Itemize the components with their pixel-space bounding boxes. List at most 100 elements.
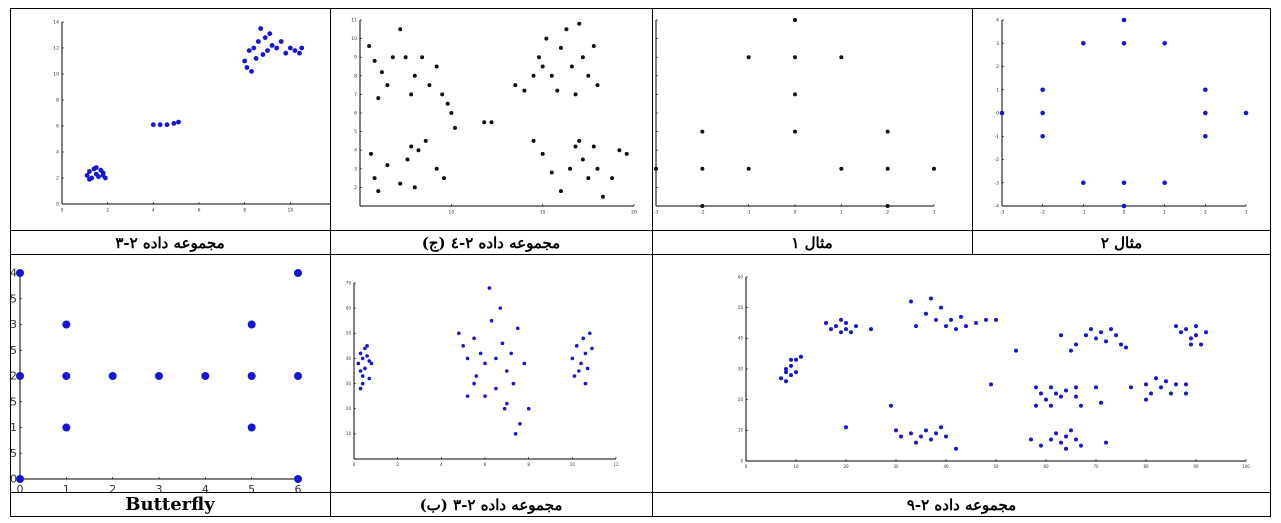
y-tick-label: 10 — [738, 428, 744, 433]
data-point — [457, 331, 461, 336]
data-point — [573, 92, 578, 97]
data-point — [1243, 110, 1249, 116]
data-point — [984, 317, 988, 322]
data-point — [1034, 385, 1038, 390]
data-point — [420, 55, 425, 60]
data-point — [360, 356, 365, 361]
data-point — [155, 372, 163, 380]
data-point — [924, 311, 928, 316]
data-point — [502, 406, 507, 411]
data-point — [595, 166, 600, 171]
data-point — [500, 341, 505, 346]
data-point — [746, 166, 751, 171]
data-point — [368, 151, 373, 156]
x-tick-label: 3 — [933, 210, 936, 216]
data-point — [1184, 327, 1188, 332]
data-point — [440, 92, 445, 97]
x-tick-label: 60 — [1043, 464, 1049, 469]
data-point — [483, 361, 487, 366]
data-point — [944, 434, 948, 439]
data-point — [100, 170, 106, 176]
x-tick-label: 3 — [1245, 210, 1248, 216]
data-point — [1144, 397, 1148, 402]
data-point — [390, 55, 395, 60]
data-point — [794, 370, 798, 375]
data-point — [1121, 40, 1127, 46]
data-point — [537, 55, 542, 60]
data-point — [1059, 333, 1063, 338]
data-point — [269, 43, 275, 48]
data-point — [1159, 385, 1163, 390]
data-point — [583, 351, 588, 356]
x-tick-label: -3 — [654, 210, 659, 216]
x-tick-label: 2 — [886, 210, 889, 216]
data-point — [1074, 385, 1078, 390]
data-point — [568, 166, 573, 171]
data-point — [274, 45, 280, 51]
data-point — [518, 422, 522, 426]
data-point — [586, 176, 591, 181]
cell-ex2: -3 -2 -1 0 1 2 3 -4 -3 -2 -1 0 1 2 3 4 — [972, 8, 1271, 230]
data-point — [157, 122, 163, 128]
data-point — [549, 170, 554, 175]
data-point — [487, 286, 492, 290]
data-point — [1069, 428, 1073, 433]
y-tick-label: -1 — [995, 134, 1000, 140]
data-point — [924, 428, 928, 433]
x-tick-label: 30 — [893, 464, 899, 469]
data-point — [363, 346, 367, 351]
y-tick-label: 2 — [996, 64, 999, 70]
data-point — [1089, 327, 1093, 332]
data-point — [1039, 443, 1043, 448]
data-point — [1104, 339, 1108, 344]
data-point — [583, 381, 588, 386]
data-point — [442, 176, 447, 181]
data-point — [461, 344, 465, 348]
data-point — [16, 475, 24, 483]
scatter-ds23b: 0 2 4 6 8 10 12 10 20 30 40 50 60 70 — [346, 280, 619, 467]
data-point — [297, 50, 302, 56]
data-point — [580, 55, 585, 60]
data-point — [299, 45, 305, 51]
data-point — [574, 344, 579, 348]
cell-ds24c: 10 15 20 2 3 4 5 6 7 8 9 10 11 — [330, 8, 652, 230]
data-point — [1162, 180, 1167, 186]
data-point — [869, 327, 873, 332]
scatter-ds23: 02468101202468101214 — [53, 20, 330, 214]
data-point — [278, 39, 284, 44]
x-tick-label: 0 — [745, 464, 748, 469]
data-point — [824, 321, 828, 325]
data-point — [372, 176, 377, 181]
data-point — [164, 122, 170, 128]
scatter-butterfly: 0 1 2 3 4 5 6 0 0.5 1 1.5 2 2.5 3 3.5 4 — [10, 267, 302, 492]
y-tick-label: 3.5 — [10, 292, 17, 305]
data-point — [1040, 133, 1045, 139]
y-tick-label: -3 — [995, 180, 1000, 186]
data-point — [1099, 330, 1103, 335]
data-point — [87, 169, 92, 174]
data-point — [1029, 437, 1033, 442]
data-point — [580, 157, 585, 162]
data-point — [62, 320, 71, 329]
data-point — [844, 425, 848, 430]
y-tick-label: 30 — [346, 381, 352, 386]
data-point — [16, 269, 24, 277]
data-point — [385, 83, 390, 88]
x-tick-label: 4 — [202, 483, 209, 492]
data-point — [358, 369, 363, 373]
data-point — [365, 354, 369, 358]
data-point — [434, 166, 439, 171]
data-point — [1079, 403, 1083, 408]
data-point — [363, 366, 367, 371]
data-point — [409, 144, 414, 149]
x-tick-label: 5 — [248, 483, 255, 492]
y-tick-label: 20 — [738, 397, 744, 402]
caption-ds23: مجموعه داده ۲-۳ — [10, 230, 330, 254]
data-point — [914, 324, 918, 329]
x-tick-label: 0 — [353, 462, 356, 467]
data-point — [258, 26, 264, 31]
data-point — [1064, 388, 1068, 393]
data-point — [793, 129, 797, 134]
data-point — [1104, 440, 1108, 445]
data-point — [591, 144, 596, 149]
